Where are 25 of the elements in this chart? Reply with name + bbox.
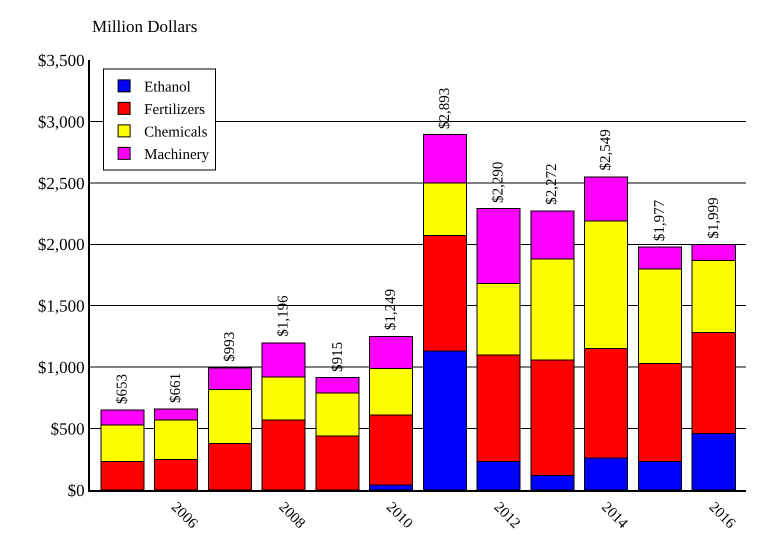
y-tick-label: $2,500 bbox=[38, 174, 85, 193]
total-label: $1,999 bbox=[706, 197, 722, 239]
legend-label: Machinery bbox=[144, 147, 210, 164]
y-tick-label: $1,500 bbox=[38, 296, 85, 316]
total-label: $993 bbox=[222, 332, 238, 362]
total-label: $2,549 bbox=[598, 129, 614, 171]
y-axis-title: Million Dollars bbox=[92, 17, 198, 36]
total-label: $2,290 bbox=[490, 162, 506, 203]
y-tick-label: $2,000 bbox=[38, 235, 85, 254]
legend-label: Chemicals bbox=[144, 124, 208, 141]
y-tick-label: $0 bbox=[68, 480, 85, 500]
y-tick-label: $1,000 bbox=[38, 358, 85, 378]
total-label: $661 bbox=[168, 372, 184, 403]
legend-label: Ethanol bbox=[144, 80, 191, 96]
total-label: $915 bbox=[330, 342, 346, 372]
total-label: $2,272 bbox=[544, 164, 560, 205]
y-tick-label: $500 bbox=[50, 420, 85, 439]
legend-label: Fertilizers bbox=[144, 102, 206, 118]
total-label: $2,893 bbox=[436, 88, 453, 129]
total-label: $1,249 bbox=[383, 288, 400, 330]
total-label: $653 bbox=[114, 374, 130, 404]
y-tick-label: $3,500 bbox=[38, 50, 85, 70]
total-label: $1,196 bbox=[276, 294, 292, 337]
y-tick-label: $3,000 bbox=[38, 112, 85, 132]
total-label: $1,977 bbox=[652, 199, 668, 242]
